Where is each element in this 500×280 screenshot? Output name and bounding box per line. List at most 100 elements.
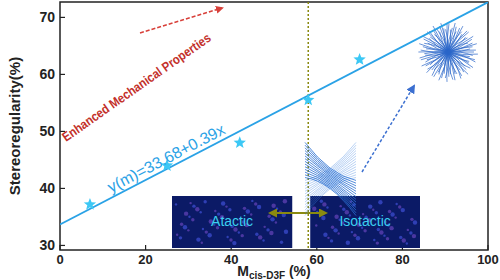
fiber [305,159,356,197]
atactic-inset-dot [199,211,201,213]
atactic-inset-dot [263,226,265,228]
atactic-inset-dot [184,211,188,215]
atactic-inset-dot [191,218,194,221]
x-axis-label-suffix: (%) [285,263,311,279]
atactic-inset-dot [228,208,231,211]
atactic-inset: Atactic [172,196,292,248]
isotactic-inset-dot [379,230,383,234]
spherulite [418,23,478,82]
trend-label: Enhanced Mechanical Properties [59,30,213,144]
x-tick [145,245,146,250]
isotactic-inset-dot [331,226,334,229]
isotactic-inset-dot [368,204,372,208]
atactic-inset-dot [188,216,190,218]
x-tick [487,245,488,250]
isotactic-inset-dot [376,241,379,244]
atactic-inset-dot [205,230,208,233]
isotactic-inset-dot [356,236,360,240]
data-point [234,136,246,148]
x-tick-label: 100 [477,252,499,267]
isotactic-inset-dot [410,218,413,221]
atactic-inset-dot [225,205,227,207]
x-tick-label: 40 [224,252,238,267]
region-arrow [270,212,326,214]
isotactic-inset-dot [390,212,394,216]
isotactic-inset-dot [402,238,406,242]
isotactic-inset-dot [406,242,408,244]
data-point [302,94,314,106]
isotactic-inset-dot [342,208,345,211]
isotactic-inset-dot [320,200,323,203]
atactic-inset-dot [192,204,195,207]
isotactic-inset: Isotactic [310,196,420,248]
atactic-inset-dot [238,231,240,233]
spherulite-fiber [420,52,448,58]
isotactic-inset-dot [378,200,382,204]
fiber [305,175,356,213]
atactic-inset-dot [251,200,253,202]
isotactic-inset-dot [383,234,385,236]
atactic-inset-dot [214,210,216,212]
isotactic-inset-dot [337,232,339,234]
y-tick [60,245,65,246]
atactic-inset-dot [280,241,283,244]
y-tick [60,17,65,18]
atactic-inset-dot [258,235,262,239]
data-point [353,53,365,65]
isotactic-inset-dot [315,224,317,226]
x-tick-label: 80 [395,252,409,267]
trend-arrow [140,8,222,33]
x-axis-label: Mcis-D3F (%) [237,263,310,280]
spherulite-fiber [448,52,457,74]
atactic-inset-dot [255,233,258,236]
isotactic-inset-dot [333,228,337,232]
fiber-bundle [305,142,356,215]
isotactic-inset-dot [395,203,397,205]
fit-label: y(m)=33.68+0.39x [105,121,228,196]
atactic-inset-dot [275,221,277,223]
atactic-inset-dot [183,225,187,229]
atactic-inset-dot [195,207,199,211]
fiber [305,178,356,216]
atactic-inset-dot [276,208,278,210]
isotactic-inset-bg [310,196,420,248]
x-axis-label-main: M [237,263,249,279]
isotactic-inset-dot [346,240,350,244]
atactic-inset-dot [243,207,246,210]
y-axis-label: Stereoregularity(%) [6,57,23,195]
atactic-inset-dot [284,229,288,233]
isotactic-inset-dot [322,202,326,206]
isotactic-inset-dot [398,205,401,208]
isotactic-inset-dot [353,234,356,237]
atactic-inset-dot [226,236,228,238]
isotactic-inset-dot [327,237,329,239]
isotactic-inset-dot [401,208,405,212]
atactic-inset-dot [270,217,274,221]
chart-container: 0204060801003040506070Stereoregularity(%… [0,0,500,280]
x-tick-label: 60 [310,252,324,267]
isotactic-inset-dot [330,239,333,242]
isotactic-inset-dot [321,216,325,220]
spherulite-fiber [441,23,448,52]
data-point [84,198,96,210]
atactic-inset-dot [267,215,270,218]
isotactic-inset-dot [413,220,417,224]
data-group [60,2,488,224]
spherulite-fiber [448,52,475,62]
fiber [305,178,356,216]
fiber [305,175,356,213]
atactic-inset-dot [229,238,232,241]
atactic-inset-dot [271,204,275,208]
isotactic-inset-dot [372,208,374,210]
atactic-inset-dot [262,239,264,241]
atactic-inset-dot [207,233,211,237]
isotactic-inset-dot [399,236,402,239]
x-axis-label-subscript: cis-D3F [249,270,285,280]
isotactic-inset-dot [334,215,338,219]
atactic-inset-dot [175,203,177,205]
spherulite-fiber [422,52,448,66]
isotactic-inset-dot [363,229,366,232]
isotactic-inset-dot [326,206,328,208]
atactic-inset-dot [201,241,203,243]
y-tick-label: 30 [39,237,55,253]
